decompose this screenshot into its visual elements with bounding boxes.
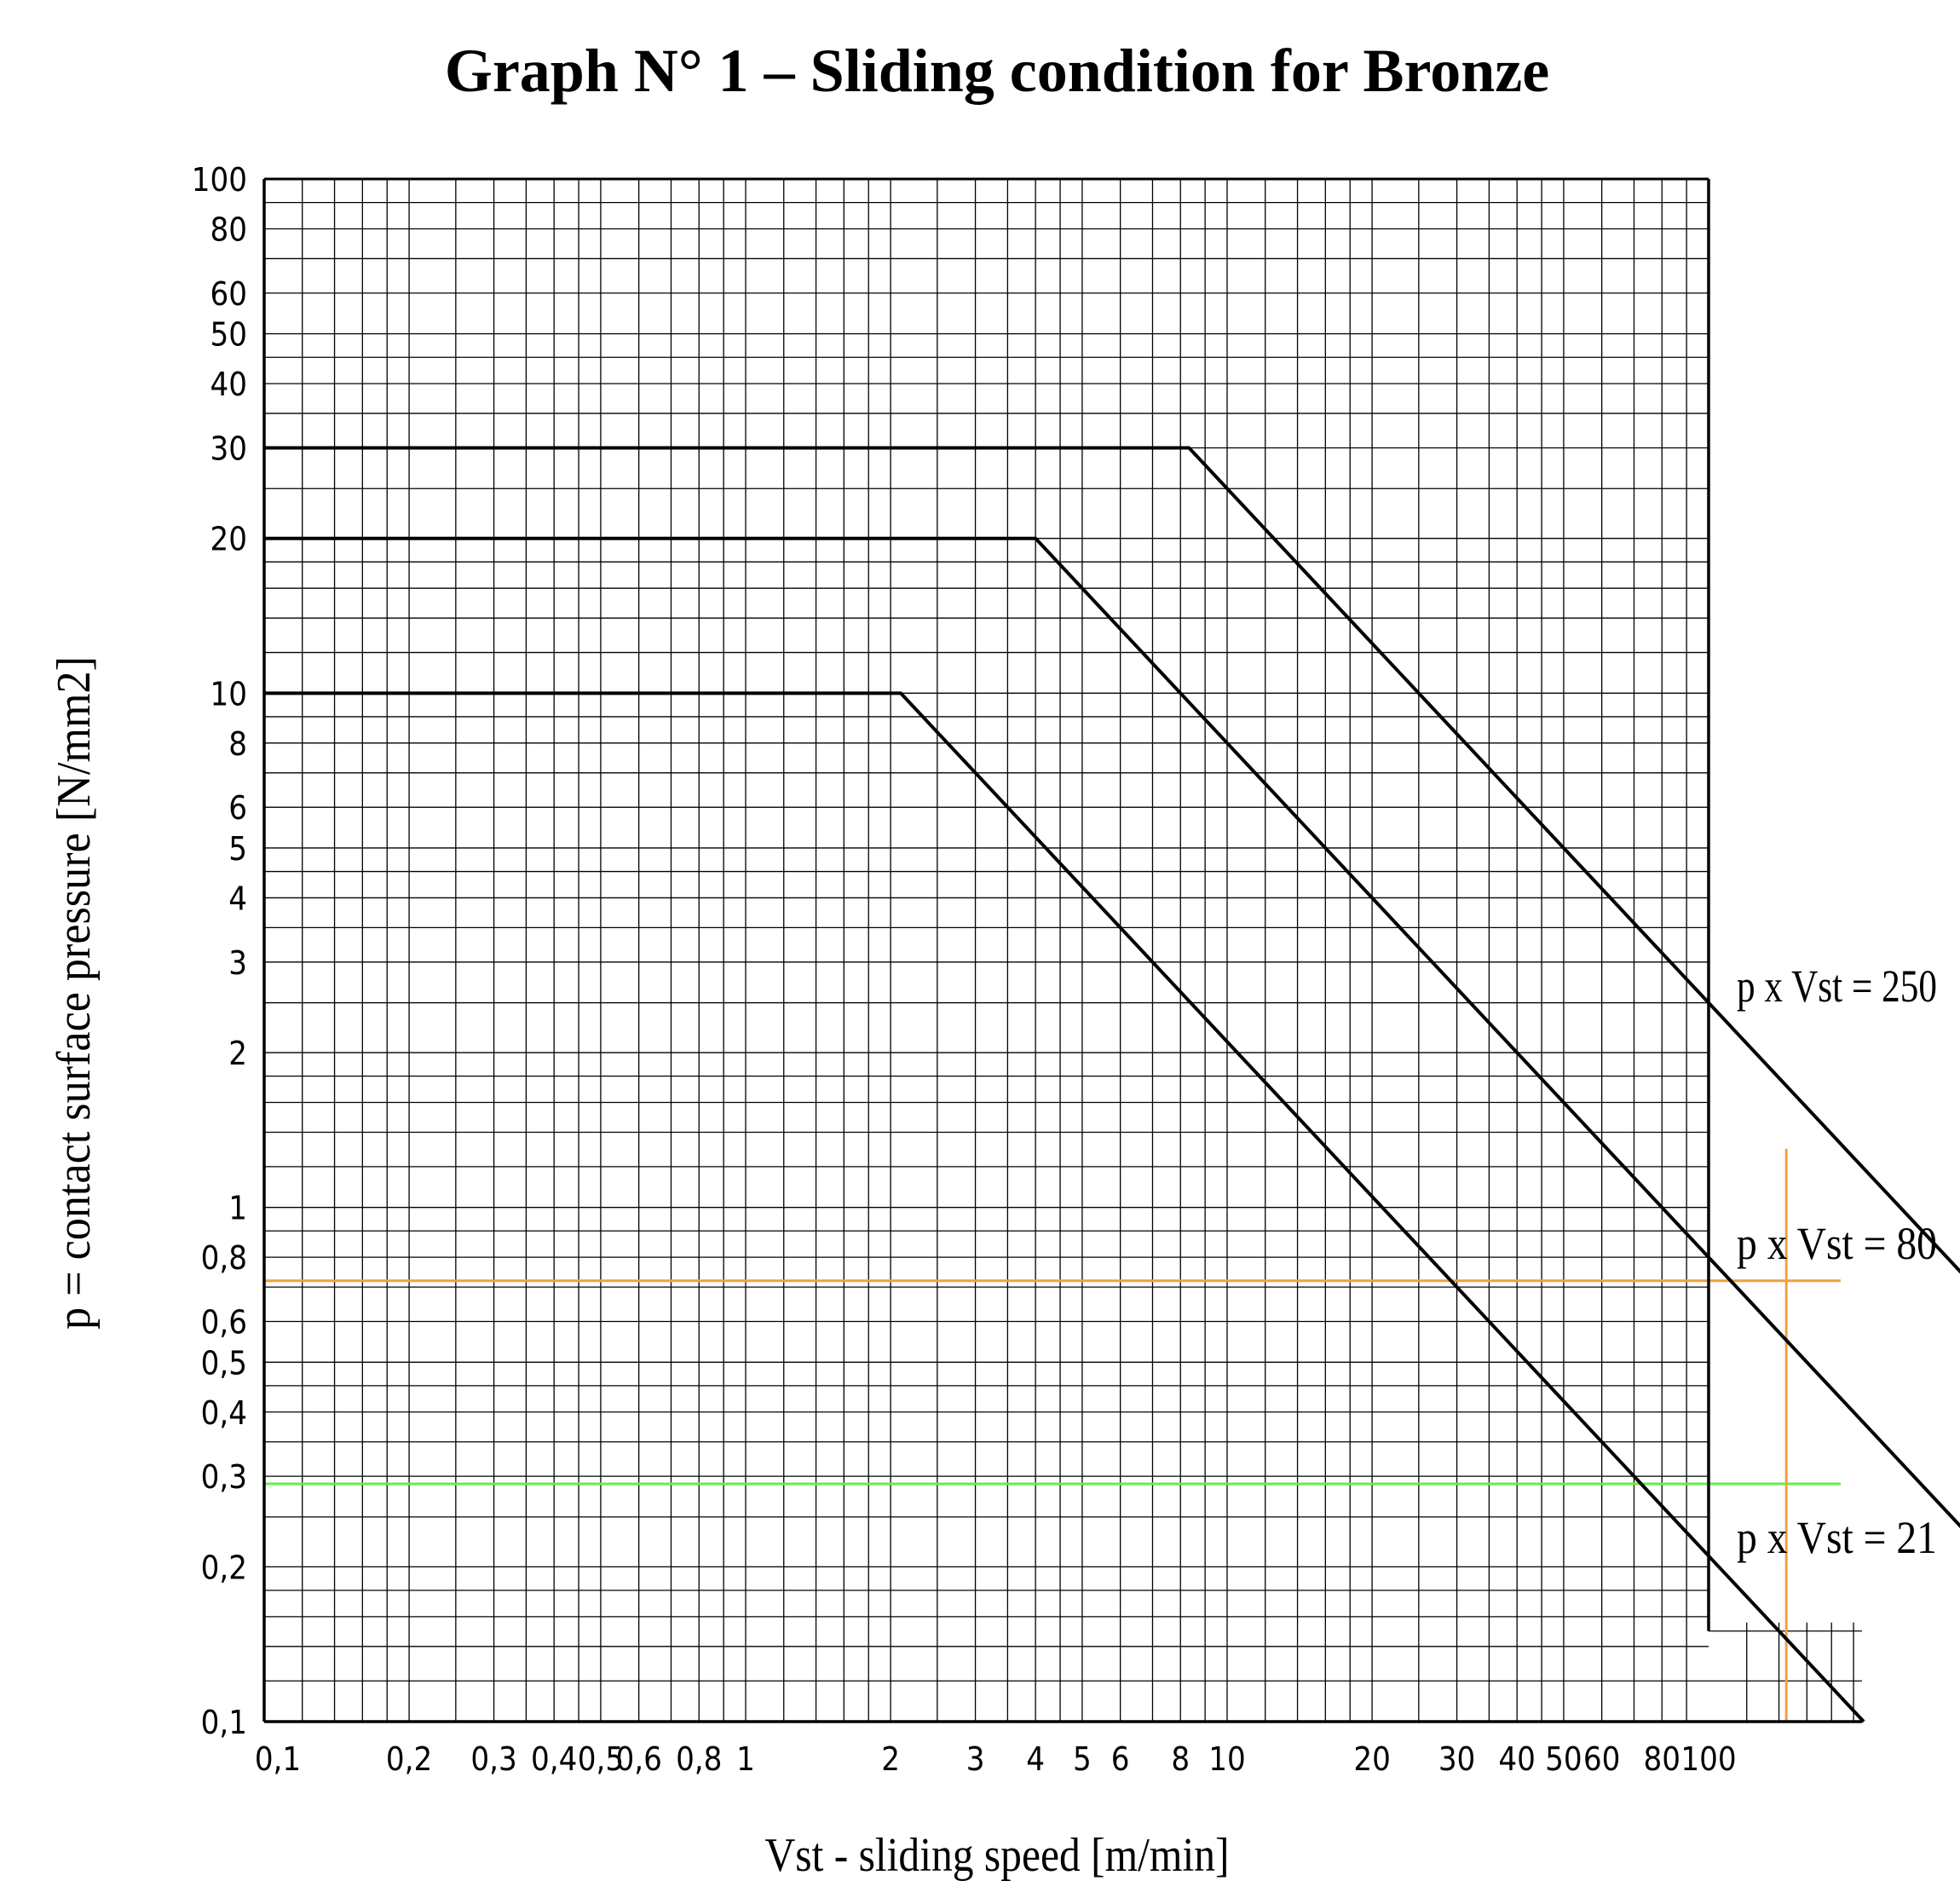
series-lines: [264, 446, 1960, 1723]
x-tick-label: 0,4: [531, 1740, 577, 1778]
x-tick-label: 0,6: [615, 1740, 661, 1778]
x-tick-label: 50: [1545, 1740, 1582, 1778]
y-tick-label: 10: [210, 675, 248, 713]
x-tick-label: 0,3: [470, 1740, 516, 1778]
series-label: p x Vst = 250: [1737, 961, 1937, 1012]
x-tick-label: 0,5: [578, 1740, 624, 1778]
x-tick-label: 5: [1073, 1740, 1092, 1778]
y-tick-label: 0,6: [201, 1304, 247, 1341]
series-line: [264, 691, 1865, 1723]
x-tick-label: 40: [1498, 1740, 1536, 1778]
x-tick-label: 0,1: [255, 1740, 301, 1778]
y-tick-label: 0,5: [201, 1344, 247, 1382]
x-tick-label: 80: [1643, 1740, 1680, 1778]
y-tick-label: 1: [228, 1190, 247, 1227]
series-label: p x Vst = 80: [1737, 1218, 1937, 1269]
y-tick-label: 80: [210, 211, 248, 248]
y-tick-label: 2: [228, 1035, 247, 1072]
plot-frame: [262, 177, 1862, 1723]
x-tick-label: 60: [1583, 1740, 1621, 1778]
grid: [264, 179, 1862, 1722]
y-tick-label: 6: [228, 789, 247, 827]
x-tick-label: 100: [1680, 1740, 1736, 1778]
x-tick-label: 3: [966, 1740, 985, 1778]
x-tick-label: 1: [736, 1740, 755, 1778]
y-tick-label: 4: [228, 880, 247, 917]
y-tick-label: 3: [228, 944, 247, 982]
x-tick-label: 4: [1026, 1740, 1045, 1778]
x-tick-label: 6: [1111, 1740, 1130, 1778]
reference-lines: [264, 1148, 1841, 1722]
y-tick-label: 0,4: [201, 1394, 247, 1432]
x-tick-label: 8: [1171, 1740, 1190, 1778]
x-tick-label: 2: [881, 1740, 900, 1778]
series-line: [264, 446, 1960, 1274]
y-tick-labels: 0,1 0,2 0,3 0,4 0,50,6 0,8 1 2 3 4 56 8 10 20 30 40 5060…: [192, 161, 247, 1741]
y-tick-label: 100: [192, 161, 247, 199]
x-tick-label: 30: [1438, 1740, 1476, 1778]
y-tick-label: 8: [228, 725, 247, 763]
y-tick-label: 0,8: [201, 1239, 247, 1277]
series-line: [264, 536, 1960, 1529]
x-tick-label: 10: [1208, 1740, 1246, 1778]
series-label: p x Vst = 21: [1737, 1512, 1937, 1563]
y-tick-label: 50: [210, 316, 248, 354]
y-axis-title: p = contact surface pressure [N/mm2]: [48, 656, 101, 1330]
y-tick-label: 5: [228, 830, 247, 868]
y-tick-label: 0,2: [201, 1549, 247, 1586]
y-tick-label: 30: [210, 430, 248, 467]
y-tick-label: 60: [210, 275, 248, 313]
x-tick-label: 20: [1353, 1740, 1391, 1778]
x-axis-title: Vst - sliding speed [m/min]: [765, 1829, 1230, 1882]
x-tick-label: 0,8: [676, 1740, 722, 1778]
x-tick-label: 0,2: [386, 1740, 432, 1778]
y-tick-label: 0,1: [201, 1704, 247, 1741]
y-tick-label: 40: [210, 366, 248, 403]
chart-title: Graph N° 1 – Sliding condition for Bronz…: [445, 37, 1549, 105]
x-tick-labels: 0,1 0,2 0,3 0,4 0,50,6 0,8 1 2 3 4 5 6 8 10 20 30 40 50 60…: [255, 1740, 1737, 1778]
y-tick-label: 0,3: [201, 1458, 247, 1496]
y-tick-label: 20: [210, 521, 248, 558]
series-labels: p x Vst = 250 p x Vst = 80 p x Vst = 21: [1737, 961, 1937, 1563]
